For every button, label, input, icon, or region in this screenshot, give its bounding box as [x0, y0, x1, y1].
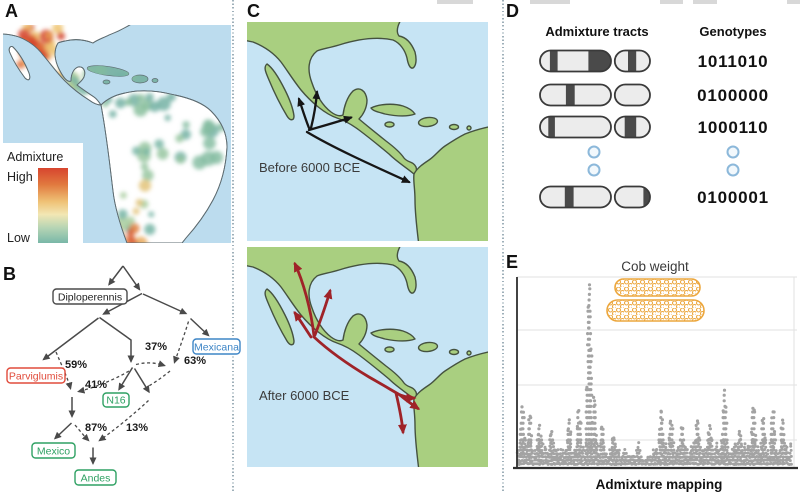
panel-c-map-before: Before 6000 BCE — [247, 22, 488, 241]
tracts-header: Admixture tracts — [545, 24, 648, 39]
svg-text:Mexicana: Mexicana — [194, 342, 239, 354]
node-andes: Andes — [74, 469, 117, 486]
separator-right — [502, 0, 504, 493]
taxa-nodes: Diploperennis Mexicana Parviglumis N16 M… — [6, 288, 241, 486]
admixture-legend: Admixture High Low — [3, 143, 83, 243]
top-fragment — [437, 0, 473, 4]
corn-cob-icon-small — [614, 278, 701, 297]
corn-cob-icon-large — [606, 299, 705, 322]
panel-e-letter: E — [506, 252, 518, 272]
legend-gradient-bar — [38, 168, 68, 243]
coastline-a — [3, 25, 228, 243]
caption-after: After 6000 BCE — [259, 388, 350, 403]
genotype-row-3: 1000110 — [698, 118, 769, 137]
landmass-before — [247, 22, 488, 241]
chromosome — [539, 49, 651, 73]
pct-37: 37% — [145, 341, 167, 353]
top-fragment — [530, 0, 570, 4]
genotypes-header: Genotypes — [699, 24, 766, 39]
migration-arrows-before — [297, 90, 411, 184]
ellipsis-dots — [587, 145, 740, 177]
legend-low-label: Low — [7, 231, 31, 243]
genotype-values: 1011010 0100000 1000110 0100001 — [697, 52, 769, 207]
panel-d-letter: D — [506, 1, 519, 21]
chromosome — [539, 185, 651, 209]
panel-c-letter: C — [247, 1, 260, 21]
panel-a-admixture-map: Admixture High Low — [3, 25, 231, 243]
panel-d-tracts-genotypes: Admixture tracts Genotypes 1011010 01000… — [539, 24, 769, 209]
genotype-row-1: 1011010 — [698, 52, 769, 71]
x-axis-label: Admixture mapping — [596, 477, 723, 492]
panel-b-admixture-graph: 59% 37% 63% 41% 87% 13% Diploperennis Me… — [6, 265, 241, 486]
svg-text:Parviglumis: Parviglumis — [9, 371, 63, 383]
top-fragment — [693, 0, 717, 4]
legend-title: Admixture — [7, 150, 63, 164]
corn-cob-icons — [606, 278, 705, 322]
legend-high-label: High — [7, 170, 33, 184]
node-mexicana: Mexicana — [192, 338, 241, 355]
node-mexico: Mexico — [31, 442, 76, 459]
svg-text:N16: N16 — [106, 395, 125, 407]
plot-title: Cob weight — [621, 259, 689, 274]
plot-gridlines — [517, 276, 797, 468]
pct-87: 87% — [85, 422, 107, 434]
manhattan-data-points — [515, 283, 793, 466]
separator-left — [232, 0, 234, 493]
pct-63: 63% — [184, 355, 206, 367]
pct-13: 13% — [126, 422, 148, 434]
pct-41: 41% — [85, 379, 107, 391]
chromosome — [539, 83, 651, 107]
panel-c-map-after: After 6000 BCE — [247, 247, 488, 467]
svg-text:Mexico: Mexico — [37, 446, 70, 458]
genotype-row-2: 0100000 — [697, 86, 769, 105]
node-n16: N16 — [102, 392, 130, 408]
svg-text:Andes: Andes — [81, 473, 111, 485]
node-diploperennis: Diploperennis — [52, 288, 128, 305]
migration-arrows-after — [293, 261, 421, 435]
panel-b-letter: B — [3, 264, 16, 284]
caption-before: Before 6000 BCE — [259, 160, 361, 175]
genotype-row-4: 0100001 — [697, 188, 769, 207]
top-fragment — [787, 0, 800, 4]
chromosome — [539, 115, 651, 139]
chromosome-rows — [539, 49, 651, 209]
admixture-edges — [55, 321, 190, 442]
panel-a-letter: A — [5, 1, 18, 21]
panel-e-manhattan-plot: Cob weight Admixture mapping — [513, 259, 798, 492]
svg-text:Diploperennis: Diploperennis — [58, 292, 122, 304]
admixture-percentages: 59% 37% 63% 41% 87% 13% — [65, 341, 206, 434]
node-parviglumis: Parviglumis — [6, 367, 66, 384]
landmass-after — [247, 247, 488, 467]
pct-59: 59% — [65, 359, 87, 371]
top-fragment — [660, 0, 683, 4]
